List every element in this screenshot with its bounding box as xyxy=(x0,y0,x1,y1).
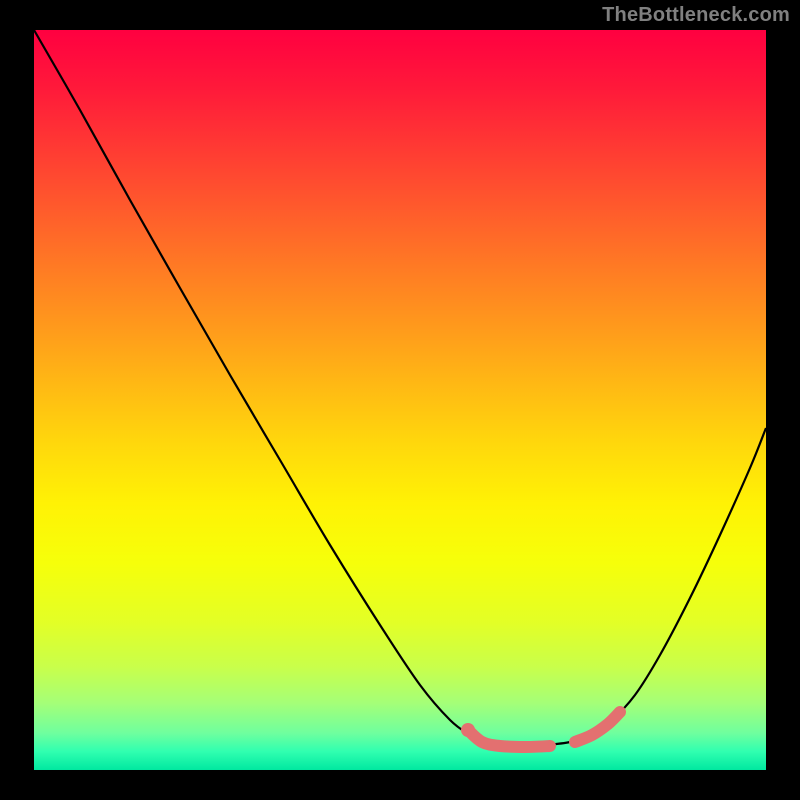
plot-background xyxy=(34,30,766,770)
bottleneck-chart xyxy=(0,0,800,800)
highlight-dot xyxy=(461,723,475,737)
watermark-text: TheBottleneck.com xyxy=(602,4,790,27)
chart-canvas: TheBottleneck.com xyxy=(0,0,800,800)
